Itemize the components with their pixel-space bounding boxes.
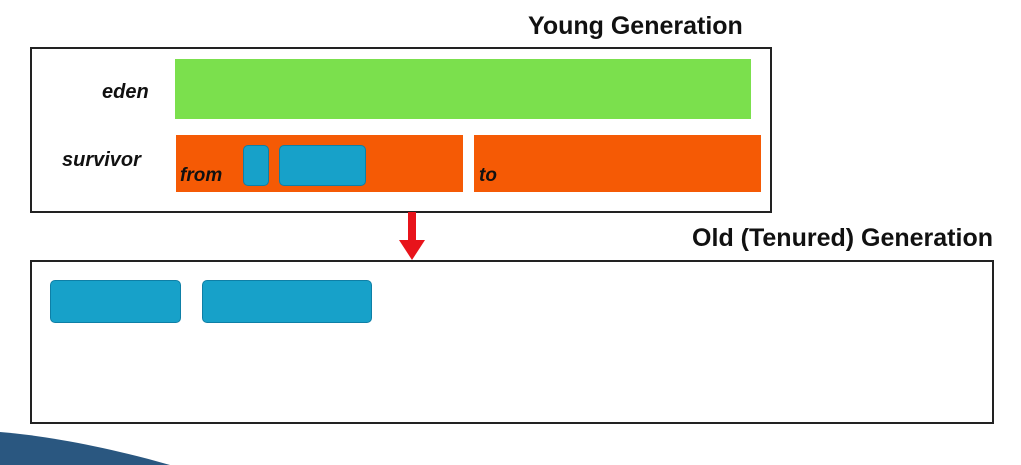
survivor-label: survivor (62, 149, 141, 171)
young-generation-title: Young Generation (528, 12, 743, 40)
survivor-to-region (474, 135, 761, 192)
to-label: to (479, 165, 497, 186)
eden-label: eden (102, 81, 149, 103)
tenured-object (50, 280, 181, 323)
old-generation-title: Old (Tenured) Generation (692, 224, 993, 252)
old-generation-box (30, 260, 994, 424)
eden-region (175, 59, 751, 119)
survivor-object (243, 145, 269, 186)
survivor-object (279, 145, 366, 186)
tenured-object (202, 280, 372, 323)
down-arrow-icon (399, 212, 425, 260)
decorative-swoosh-icon (0, 432, 170, 465)
from-label: from (180, 165, 223, 186)
